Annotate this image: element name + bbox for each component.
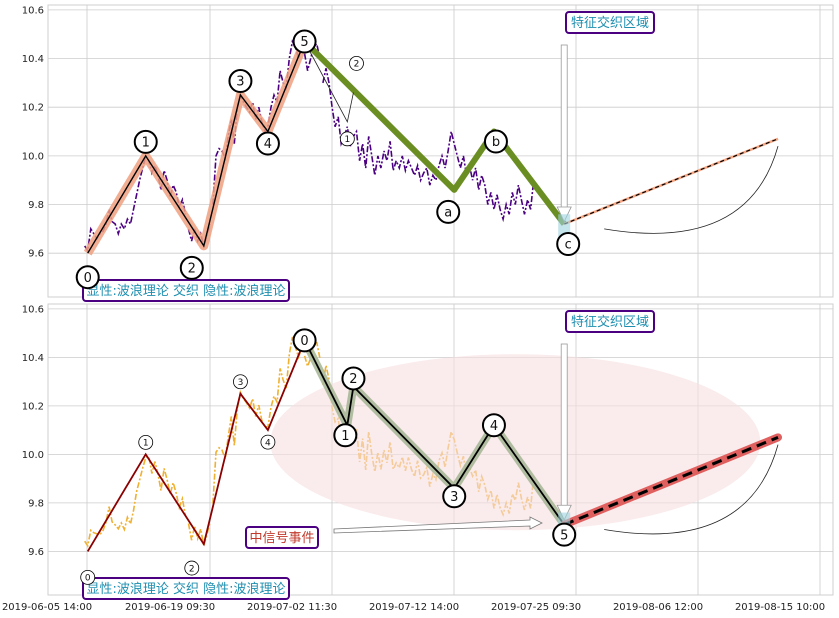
y-tick-label: 9.6 bbox=[28, 249, 44, 260]
corr-wave-0-label: 0 bbox=[300, 334, 308, 349]
y-tick-label: 9.8 bbox=[28, 498, 44, 509]
x-tick-label: 2019-07-25 09:30 bbox=[491, 602, 581, 613]
wave-0-label: 0 bbox=[84, 271, 92, 286]
wave-a-circle bbox=[436, 199, 461, 224]
wave-4-circle bbox=[255, 131, 280, 156]
corrective-wave-line bbox=[302, 39, 567, 226]
x-tick-label: 2019-08-06 12:00 bbox=[613, 602, 703, 613]
corr-wave-0-circle bbox=[292, 328, 317, 353]
wave-b-label: b bbox=[492, 135, 500, 150]
corr-wave-1-label: 1 bbox=[341, 429, 349, 444]
wave-1-circle bbox=[133, 129, 158, 154]
legend-box-label: 显性:波浪理论 交织 隐性:波浪理论 bbox=[86, 581, 285, 597]
wave-4-label: 4 bbox=[265, 438, 271, 448]
wave-0-circle bbox=[80, 569, 96, 585]
wave-4-circle bbox=[260, 434, 276, 450]
sub-wave-2-circle bbox=[349, 56, 364, 71]
y-tick-label: 10.0 bbox=[22, 450, 44, 461]
x-tick-label: 2019-06-05 14:00 bbox=[2, 602, 92, 613]
feature-zone-box bbox=[565, 310, 655, 333]
y-tick-label: 10.0 bbox=[22, 151, 44, 162]
legend-box bbox=[82, 577, 290, 600]
wave-1-label: 1 bbox=[142, 136, 150, 151]
wave-5-label: 5 bbox=[300, 35, 308, 50]
forecast-arrow bbox=[604, 146, 779, 234]
corr-wave-5-label: 5 bbox=[560, 528, 568, 543]
zone-arrow-shaft bbox=[560, 44, 568, 215]
wave-5-circle bbox=[292, 29, 317, 54]
wave-b-circle bbox=[483, 129, 508, 154]
y-tick-label: 10.4 bbox=[22, 353, 44, 364]
signal-ellipse bbox=[270, 354, 761, 531]
y-tick-label: 10.6 bbox=[22, 304, 44, 315]
wave-3-circle bbox=[228, 69, 253, 94]
forecast-arrow bbox=[604, 444, 779, 535]
wave-3-label: 3 bbox=[238, 378, 244, 388]
sub-wave-1-label: 1 bbox=[344, 135, 350, 145]
impulse-wave-line bbox=[87, 41, 306, 254]
corr-wave-2-circle bbox=[341, 366, 366, 391]
x-tick-label: 2019-07-02 11:30 bbox=[247, 602, 337, 613]
corr-wave-5-circle bbox=[552, 522, 577, 547]
corr-wave-2-label: 2 bbox=[349, 372, 357, 387]
wave-4-label: 4 bbox=[264, 137, 272, 152]
y-tick-label: 10.6 bbox=[22, 5, 44, 16]
feature-zone-box bbox=[565, 11, 655, 34]
wave-0-circle bbox=[75, 265, 100, 290]
wave-1-label: 1 bbox=[143, 439, 149, 449]
wave-3-circle bbox=[233, 374, 248, 390]
plot-area bbox=[47, 4, 834, 298]
wave-0-label: 0 bbox=[85, 574, 91, 584]
feature-zone-label: 特征交织区域 bbox=[571, 15, 649, 31]
sub-wave-2-label: 2 bbox=[354, 60, 360, 70]
sub-wave-line bbox=[304, 41, 354, 123]
y-tick-label: 9.6 bbox=[28, 547, 44, 558]
sub-wave-1-circle bbox=[339, 131, 355, 147]
x-tick-label: 2019-06-19 09:30 bbox=[125, 602, 215, 613]
corr-wave-3-label: 3 bbox=[450, 490, 458, 505]
wave-a-label: a bbox=[444, 206, 452, 221]
wave-2-label: 2 bbox=[189, 564, 195, 574]
x-axis: 2019-06-05 14:00 2019-06-19 09:30 2019-07-… bbox=[2, 602, 825, 613]
wave-2-circle bbox=[184, 560, 200, 576]
x-tick-label: 2019-08-15 10:00 bbox=[735, 602, 825, 613]
legend-box-label: 显性:波浪理论 交织 隐性:波浪理论 bbox=[86, 283, 285, 299]
y-tick-label: 10.2 bbox=[22, 103, 44, 114]
corr-wave-1-circle bbox=[333, 423, 358, 448]
signal-arrow bbox=[333, 516, 543, 534]
feature-zone-label: 特征交织区域 bbox=[571, 314, 649, 330]
price-line bbox=[84, 336, 535, 548]
signal-event-label: 中信号事件 bbox=[249, 531, 314, 546]
legend-box bbox=[82, 279, 290, 302]
corr-wave-4-circle bbox=[481, 413, 506, 438]
zone-arrow-shaft bbox=[560, 343, 568, 513]
wave-2-circle bbox=[179, 255, 204, 280]
corr-wave-3-circle bbox=[442, 484, 467, 509]
wave-c-circle bbox=[556, 232, 581, 256]
wave-1-circle bbox=[138, 434, 154, 450]
y-tick-label: 9.8 bbox=[28, 200, 44, 211]
y-tick-label: 10.4 bbox=[22, 54, 44, 65]
forecast-line bbox=[563, 435, 779, 527]
wave-3-label: 3 bbox=[236, 75, 244, 90]
impulse-wave-line bbox=[86, 340, 306, 552]
wave-2-label: 2 bbox=[188, 262, 196, 277]
forecast-line-dash bbox=[563, 138, 779, 225]
x-tick-label: 2019-07-12 14:00 bbox=[369, 602, 459, 613]
corrective-wave-line bbox=[303, 339, 565, 526]
signal-event-box bbox=[245, 526, 319, 549]
wave-c-label: c bbox=[565, 238, 572, 253]
corr-wave-4-label: 4 bbox=[490, 419, 498, 434]
y-tick-label: 10.2 bbox=[22, 401, 44, 412]
